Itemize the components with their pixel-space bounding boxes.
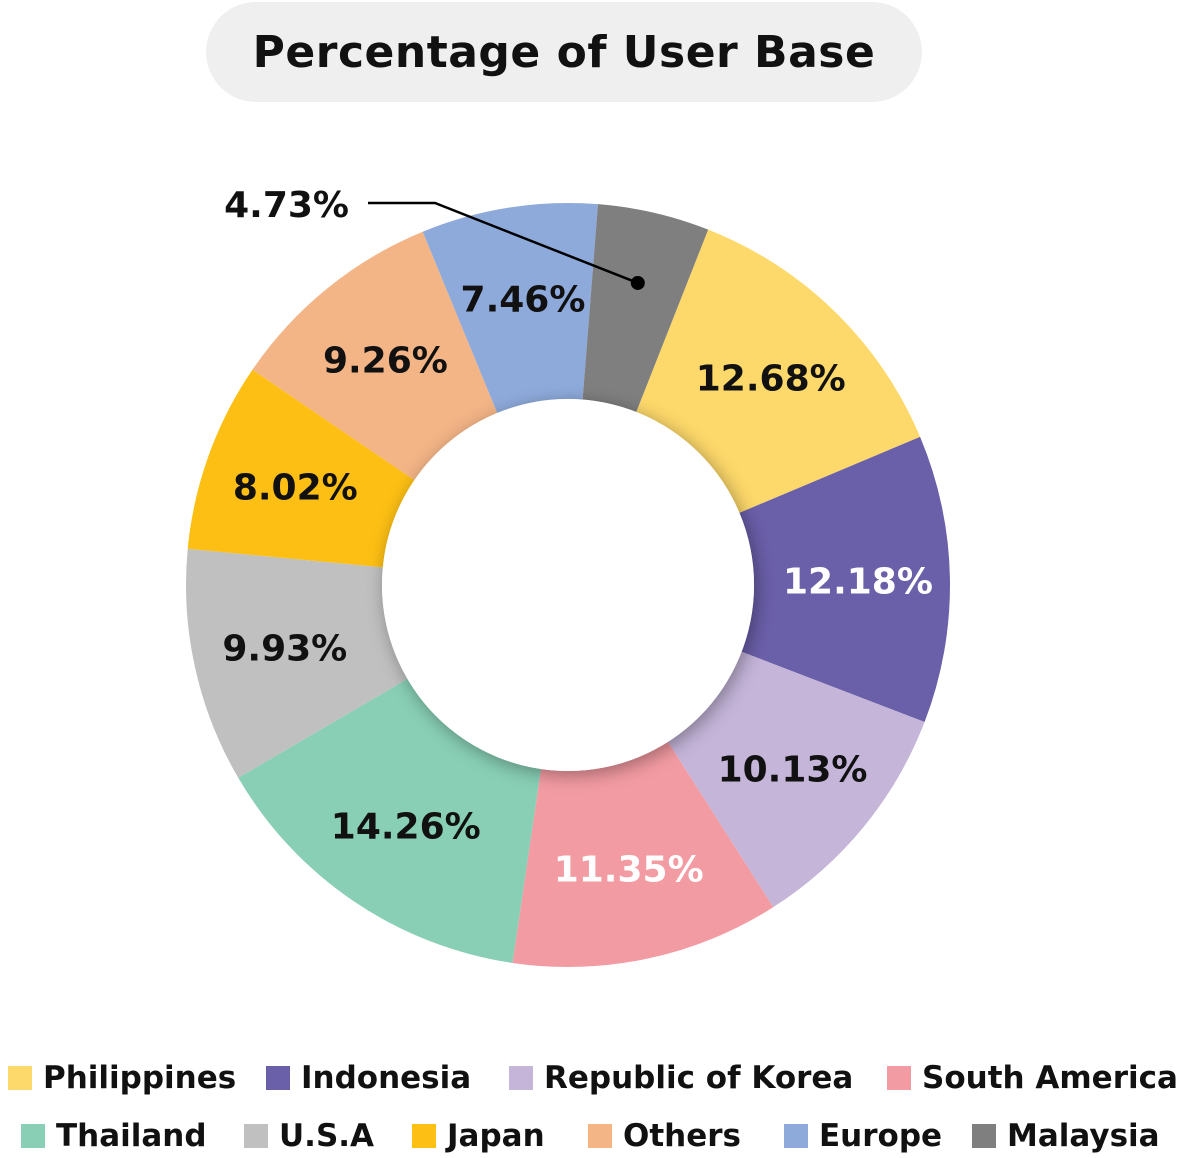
data-label-republic-of-korea: 10.13%: [718, 750, 868, 791]
legend-item-japan: Japan: [412, 1114, 545, 1158]
slices-layer: [186, 203, 950, 968]
data-label-indonesia: 12.18%: [783, 561, 933, 602]
callout-layer: 4.73%: [224, 185, 645, 290]
chart-title: Percentage of User Base: [252, 26, 876, 78]
legend-swatch: [266, 1066, 290, 1090]
legend-item-u-s-a: U.S.A: [244, 1114, 374, 1158]
slice-indonesia: [739, 436, 950, 723]
chart-title-pill: Percentage of User Base: [206, 2, 922, 102]
legend-swatch: [784, 1124, 808, 1148]
legend-label: Europe: [819, 1118, 943, 1154]
legend-item-malaysia: Malaysia: [972, 1114, 1160, 1158]
data-label-u-s-a: 9.93%: [222, 628, 347, 669]
legend-row: Thailand U.S.A Japan Others Europe Malaysia: [0, 1114, 1185, 1158]
labels-layer: 12.68% 12.18% 10.13% 11.35% 14.26% 9.93% 8.02%…: [222, 280, 933, 891]
slice-others: [252, 231, 498, 481]
legend-swatch: [244, 1124, 268, 1148]
data-label-europe: 7.46%: [461, 280, 586, 321]
slice-philippines: [636, 229, 921, 513]
callout-leader-line: [368, 201, 639, 285]
legend-swatch: [8, 1066, 32, 1090]
legend-item-south-america: South America: [887, 1056, 1178, 1100]
legend-row: Philippines Indonesia Republic of Korea Sou…: [0, 1056, 1185, 1100]
legend-label: Philippines: [43, 1060, 237, 1096]
slice-europe: [422, 203, 598, 413]
data-label-philippines: 12.68%: [696, 359, 846, 400]
legend-item-others: Others: [588, 1114, 741, 1158]
legend-label: Republic of Korea: [544, 1060, 854, 1096]
slice-u-s-a: [186, 548, 408, 778]
slice-japan: [187, 369, 415, 568]
data-label-others: 9.26%: [323, 341, 448, 382]
legend-item-republic-of-korea: Republic of Korea: [509, 1056, 853, 1100]
legend-swatch: [21, 1124, 45, 1148]
slice-malaysia: [582, 204, 709, 412]
legend-swatch: [509, 1066, 533, 1090]
callout-dot: [630, 275, 645, 290]
data-label-malaysia: 4.73%: [224, 185, 349, 226]
legend-label: Malaysia: [1007, 1118, 1160, 1154]
legend-item-philippines: Philippines: [8, 1056, 236, 1100]
legend-swatch: [588, 1124, 612, 1148]
slice-republic-of-korea: [667, 651, 925, 908]
legend-label: Japan: [447, 1118, 545, 1154]
data-label-thailand: 14.26%: [331, 806, 481, 847]
legend-label: Others: [623, 1118, 742, 1154]
slice-thailand: [238, 678, 541, 963]
legend-label: Indonesia: [301, 1060, 472, 1096]
legend-swatch: [972, 1124, 996, 1148]
legend-item-europe: Europe: [784, 1114, 942, 1158]
donut-chart: 12.68% 12.18% 10.13% 11.35% 14.26% 9.93% 8.02%…: [186, 185, 950, 968]
data-label-japan: 8.02%: [233, 467, 358, 508]
data-label-south-america: 11.35%: [554, 850, 704, 891]
donut-hole: [382, 399, 754, 771]
legend-item-thailand: Thailand: [21, 1114, 207, 1158]
legend-label: South America: [922, 1060, 1178, 1096]
legend-swatch: [887, 1066, 911, 1090]
legend-swatch: [412, 1124, 436, 1148]
legend-label: Thailand: [56, 1118, 207, 1154]
slice-south-america: [512, 741, 774, 968]
legend-item-indonesia: Indonesia: [266, 1056, 471, 1100]
legend-label: U.S.A: [279, 1118, 375, 1154]
